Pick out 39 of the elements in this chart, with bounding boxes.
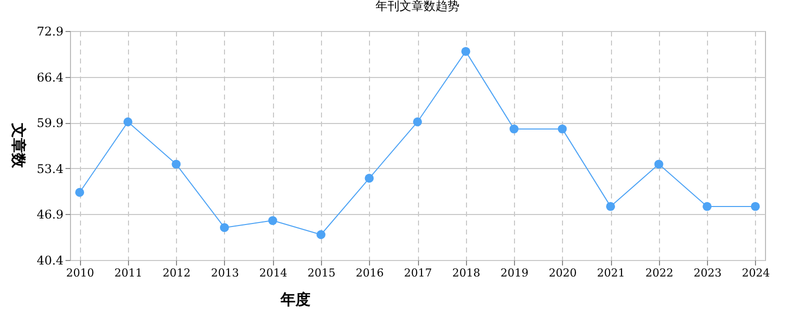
y-tick-label: 72.9	[36, 24, 64, 38]
y-tick-label: 53.4	[36, 162, 64, 176]
point	[220, 223, 229, 232]
x-tick-label: 2015	[307, 266, 336, 280]
point	[606, 202, 616, 211]
point	[268, 216, 278, 226]
x-tick-label: 2011	[114, 266, 142, 280]
x-axis-title: 年度	[280, 290, 310, 308]
x-tick-label: 2017	[404, 266, 432, 280]
x-tick-label: 2012	[162, 266, 191, 280]
point	[316, 230, 326, 240]
point	[364, 174, 374, 183]
point	[702, 202, 712, 211]
y-tick-label: 40.4	[36, 254, 64, 268]
y-tick-label: 46.9	[36, 208, 64, 222]
point	[510, 124, 518, 134]
y-axis-title: 文章数	[10, 122, 28, 169]
chart-title: 年刊文章数趋势	[376, 0, 460, 13]
x-tick-label: 2022	[645, 266, 674, 280]
point	[461, 46, 470, 56]
x-tick-label: 2023	[694, 266, 722, 280]
x-tick-label: 2021	[597, 266, 626, 280]
point	[413, 117, 422, 126]
x-tick-label: 2014	[259, 266, 288, 280]
point	[123, 117, 132, 126]
x-tick-label: 2019	[500, 266, 529, 280]
x-tick-label: 2020	[548, 266, 577, 280]
y-tick-label: 66.4	[36, 70, 64, 84]
x-tick-label: 2010	[66, 266, 94, 280]
point	[75, 188, 84, 197]
point	[558, 124, 567, 134]
point	[654, 160, 664, 169]
x-tick-label: 2024	[742, 266, 770, 280]
point	[172, 160, 181, 169]
x-tick-label: 2018	[452, 266, 480, 280]
y-tick-label: 59.9	[36, 116, 64, 130]
x-tick-label: 2016	[356, 266, 384, 280]
x-tick-label: 2013	[210, 266, 239, 280]
point	[750, 202, 760, 211]
